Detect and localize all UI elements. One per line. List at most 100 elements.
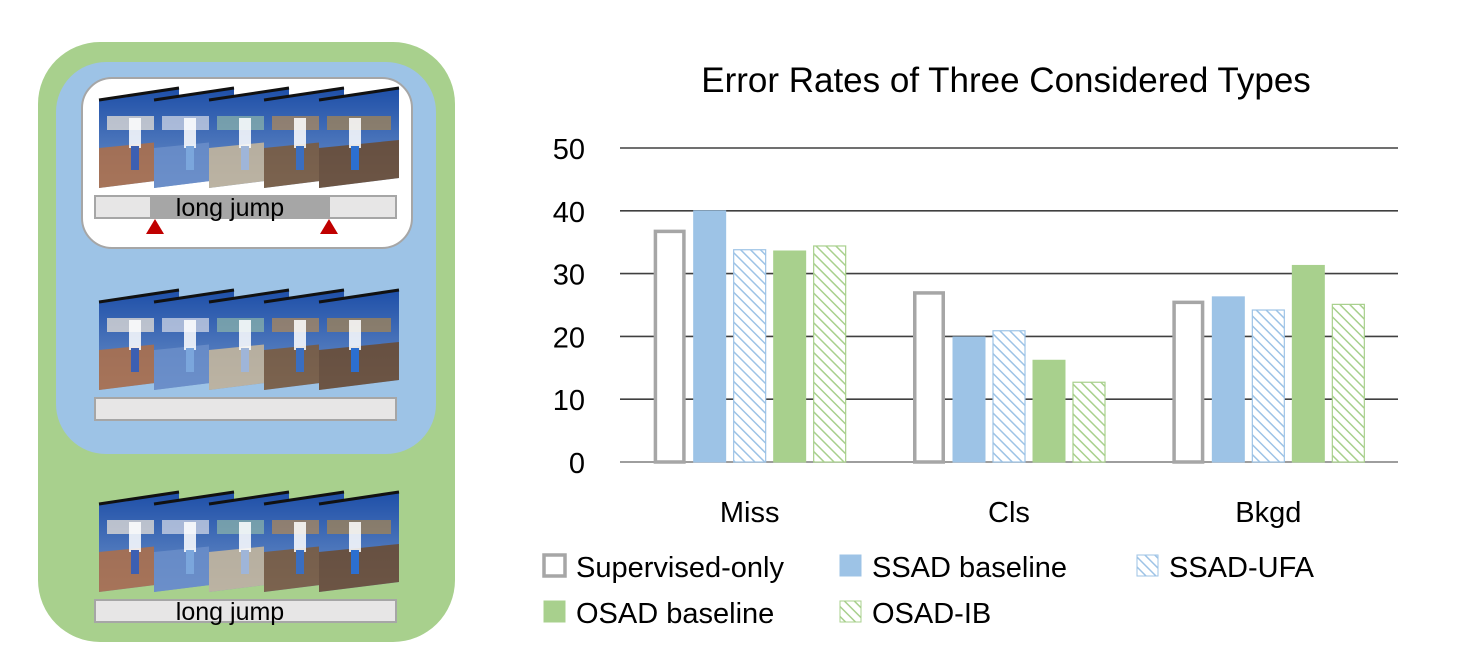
bar (813, 245, 847, 463)
timeline-bar (94, 397, 397, 421)
y-tick-label: 30 (553, 260, 585, 292)
frame-edge (208, 288, 290, 304)
bar (653, 229, 686, 464)
legend-swatch (543, 600, 566, 623)
frame-edge (263, 288, 345, 304)
legend-item: SSAD baseline (839, 552, 1067, 584)
x-tick-label: Miss (720, 497, 780, 529)
legend-swatch (542, 553, 567, 578)
chart-title: Error Rates of Three Considered Types (701, 61, 1311, 100)
legend-swatch (839, 554, 862, 577)
athlete-legs (131, 348, 139, 372)
legend-label: OSAD-IB (872, 598, 991, 630)
legend-item: OSAD baseline (543, 598, 774, 630)
video-frame (318, 490, 400, 592)
legend-swatch (1136, 554, 1159, 577)
frame-edge (208, 490, 290, 506)
athlete-figure (184, 118, 196, 148)
boundary-marker-icon (146, 219, 164, 234)
y-tick-label: 40 (553, 197, 585, 229)
athlete-legs (351, 348, 359, 372)
frame-edge (318, 490, 400, 506)
frame-edge (263, 490, 345, 506)
frame-edge (153, 490, 235, 506)
athlete-legs (351, 146, 359, 170)
athlete-legs (241, 550, 249, 574)
frame-edge (98, 86, 180, 102)
bar (1032, 359, 1066, 463)
athlete-figure (349, 118, 361, 148)
bar (1251, 309, 1285, 463)
bar (1072, 381, 1106, 463)
bar (1211, 296, 1245, 463)
video-frame (318, 288, 400, 390)
athlete-legs (186, 550, 194, 574)
frame-edge (318, 86, 400, 102)
bar (1291, 264, 1325, 463)
error-rate-chart: Error Rates of Three Considered Types 0 1… (470, 0, 1480, 666)
athlete-legs (241, 146, 249, 170)
legend-label: OSAD baseline (576, 598, 774, 630)
athlete-figure (129, 320, 141, 350)
athlete-figure (294, 522, 306, 552)
action-label: long jump (176, 598, 284, 626)
athlete-legs (296, 348, 304, 372)
bar (733, 249, 767, 463)
legend: Supervised-only SSAD baseline SSAD-UFA OSAD… (542, 552, 1315, 630)
bars (653, 210, 1365, 464)
legend-swatch (839, 600, 862, 623)
athlete-legs (131, 146, 139, 170)
legend-item: OSAD-IB (839, 598, 991, 630)
athlete-figure (239, 522, 251, 552)
y-tick-label: 50 (553, 134, 585, 166)
athlete-legs (241, 348, 249, 372)
video-illustration: long jump long jump (38, 42, 455, 642)
athlete-figure (294, 118, 306, 148)
athlete-legs (186, 348, 194, 372)
frame-edge (98, 490, 180, 506)
legend-item: Supervised-only (542, 552, 784, 584)
athlete-figure (349, 320, 361, 350)
y-tick-label: 10 (553, 385, 585, 417)
frame-edge (263, 86, 345, 102)
y-tick-label: 20 (553, 322, 585, 354)
bar (952, 336, 986, 463)
x-axis-ticks: Miss Cls Bkgd (720, 497, 1302, 529)
video-strip-weak: long jump (94, 490, 400, 626)
athlete-figure (239, 320, 251, 350)
bar-chart-svg: Error Rates of Three Considered Types 0 1… (542, 61, 1398, 630)
action-label: long jump (176, 194, 284, 222)
frame-edge (153, 288, 235, 304)
athlete-legs (186, 146, 194, 170)
bar (693, 210, 727, 463)
boundary-marker-icon (320, 219, 338, 234)
athlete-legs (351, 550, 359, 574)
video-frame (318, 86, 400, 188)
athlete-legs (296, 550, 304, 574)
legend-item: SSAD-UFA (1136, 552, 1315, 584)
frame-edge (318, 288, 400, 304)
athlete-figure (239, 118, 251, 148)
athlete-figure (129, 118, 141, 148)
x-tick-label: Cls (988, 497, 1030, 529)
frame-edge (98, 288, 180, 304)
bar (773, 250, 807, 463)
y-tick-label: 0 (569, 448, 585, 480)
legend-label: Supervised-only (576, 552, 784, 584)
video-illustration-panel: long jump long jump (0, 0, 470, 666)
frame-edge (208, 86, 290, 102)
legend-label: SSAD-UFA (1169, 552, 1315, 584)
bar (992, 330, 1026, 463)
frame-edge (153, 86, 235, 102)
athlete-figure (349, 522, 361, 552)
athlete-figure (294, 320, 306, 350)
athlete-legs (131, 550, 139, 574)
bar (1172, 300, 1205, 464)
y-axis-ticks: 0 10 20 30 40 50 (553, 134, 585, 480)
bar (913, 291, 945, 464)
athlete-legs (296, 146, 304, 170)
video-strip-unlabeled (94, 288, 400, 421)
video-strip-labeled: long jump (94, 86, 400, 234)
athlete-figure (184, 522, 196, 552)
action-segment (150, 196, 330, 218)
